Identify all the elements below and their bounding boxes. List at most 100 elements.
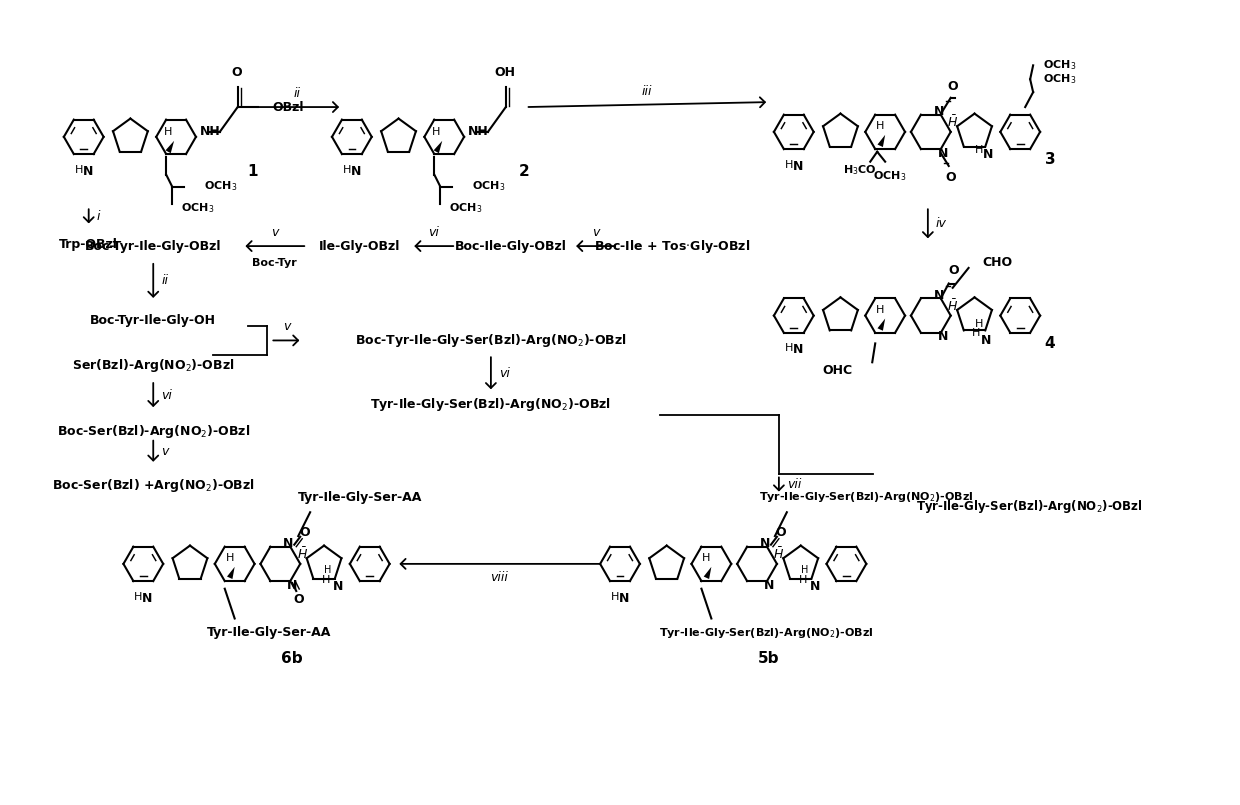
- Text: H: H: [322, 575, 330, 584]
- Text: N: N: [937, 330, 947, 343]
- Text: H: H: [325, 565, 332, 575]
- Text: vi: vi: [428, 226, 439, 239]
- Text: Boc-Tyr-Ile-Gly-Ser(Bzl)-Arg(NO$_2$)-OBzl: Boc-Tyr-Ile-Gly-Ser(Bzl)-Arg(NO$_2$)-OBz…: [355, 332, 626, 349]
- Text: i: i: [97, 210, 100, 223]
- Text: viii: viii: [490, 571, 508, 584]
- Text: Tyr-Ile-Gly-Ser-AA: Tyr-Ile-Gly-Ser-AA: [207, 626, 331, 639]
- Text: OCH$_3$: OCH$_3$: [203, 180, 237, 193]
- Text: OCH$_3$: OCH$_3$: [181, 201, 215, 215]
- Text: $\bar{H}$: $\bar{H}$: [947, 115, 959, 130]
- Text: N: N: [83, 165, 93, 178]
- Text: vi: vi: [498, 367, 510, 380]
- Text: H: H: [611, 592, 619, 601]
- Text: O: O: [293, 593, 304, 606]
- Text: H: H: [801, 565, 808, 575]
- Text: N: N: [764, 579, 774, 592]
- Text: N: N: [283, 537, 294, 550]
- Text: N: N: [983, 148, 993, 161]
- Text: H: H: [164, 127, 172, 137]
- Text: iii: iii: [642, 85, 652, 97]
- Text: H: H: [972, 328, 981, 338]
- Polygon shape: [703, 567, 712, 579]
- Polygon shape: [227, 567, 234, 579]
- Text: CHO: CHO: [982, 257, 1013, 270]
- Text: H: H: [976, 319, 983, 328]
- Text: Boc-Ser(Bzl)-Arg(NO$_2$)-OBzl: Boc-Ser(Bzl)-Arg(NO$_2$)-OBzl: [57, 423, 249, 440]
- Text: OCH$_3$: OCH$_3$: [449, 201, 482, 215]
- Text: N: N: [792, 344, 804, 357]
- Text: Tyr-Ile-Gly-Ser(Bzl)-Arg(NO$_2$)-OBzl: Tyr-Ile-Gly-Ser(Bzl)-Arg(NO$_2$)-OBzl: [759, 490, 973, 504]
- Text: NH: NH: [200, 126, 221, 138]
- Text: OCH$_3$: OCH$_3$: [873, 170, 906, 184]
- Text: OHC: OHC: [822, 364, 852, 377]
- Text: $\bar{H}$: $\bar{H}$: [296, 547, 308, 563]
- Polygon shape: [878, 319, 885, 331]
- Text: H: H: [875, 304, 884, 315]
- Text: 1: 1: [247, 164, 258, 179]
- Text: Ser(Bzl)-Arg(NO$_2$)-OBzl: Ser(Bzl)-Arg(NO$_2$)-OBzl: [72, 357, 234, 374]
- Text: O: O: [232, 66, 242, 79]
- Text: Boc-Ser(Bzl) +Arg(NO$_2$)-OBzl: Boc-Ser(Bzl) +Arg(NO$_2$)-OBzl: [52, 477, 254, 494]
- Text: O: O: [947, 80, 959, 93]
- Text: Tyr-Ile-Gly-Ser(Bzl)-Arg(NO$_2$)-OBzl: Tyr-Ile-Gly-Ser(Bzl)-Arg(NO$_2$)-OBzl: [371, 397, 611, 414]
- Text: ii: ii: [294, 87, 301, 100]
- Text: 5b: 5b: [758, 651, 780, 667]
- Text: N: N: [332, 580, 343, 593]
- Text: NH: NH: [467, 126, 489, 138]
- Text: Ile-Gly-OBzl: Ile-Gly-OBzl: [319, 240, 401, 253]
- Text: N: N: [619, 592, 629, 605]
- Text: OBzl: OBzl: [273, 101, 304, 114]
- Text: Boc-Ile-Gly-OBzl: Boc-Ile-Gly-OBzl: [455, 240, 567, 253]
- Text: N: N: [792, 159, 804, 173]
- Text: H: H: [976, 145, 983, 155]
- Text: OCH$_3$: OCH$_3$: [1043, 59, 1076, 72]
- Text: H$_3$CO: H$_3$CO: [843, 163, 877, 176]
- Text: v: v: [591, 226, 599, 239]
- Text: N: N: [810, 580, 820, 593]
- Text: vi: vi: [161, 389, 172, 402]
- Text: N: N: [934, 105, 944, 118]
- Text: OCH$_3$: OCH$_3$: [472, 180, 506, 193]
- Text: N: N: [288, 579, 298, 592]
- Text: iv: iv: [936, 217, 946, 230]
- Text: H: H: [226, 553, 234, 563]
- Text: $\bar{H}$: $\bar{H}$: [947, 299, 959, 314]
- Text: ii: ii: [161, 275, 169, 287]
- Text: H: H: [342, 165, 351, 175]
- Text: $\bar{H}$: $\bar{H}$: [774, 547, 785, 563]
- Text: OH: OH: [495, 66, 516, 79]
- Text: H: H: [799, 575, 807, 584]
- Polygon shape: [434, 141, 443, 153]
- Text: Boc-Tyr: Boc-Tyr: [252, 258, 296, 268]
- Text: v: v: [272, 226, 279, 239]
- Text: 4: 4: [1044, 336, 1055, 351]
- Text: 3: 3: [1044, 152, 1055, 167]
- Text: O: O: [299, 526, 310, 539]
- Text: Tyr-Ile-Gly-Ser(Bzl)-Arg(NO$_2$)-OBzl: Tyr-Ile-Gly-Ser(Bzl)-Arg(NO$_2$)-OBzl: [658, 626, 873, 641]
- Text: Trp-OBzl: Trp-OBzl: [60, 238, 118, 251]
- Text: 6b: 6b: [281, 651, 303, 667]
- Text: v: v: [161, 444, 169, 458]
- Text: N: N: [351, 165, 361, 178]
- Text: N: N: [934, 289, 944, 302]
- Text: H: H: [785, 159, 794, 170]
- Text: O: O: [945, 171, 956, 184]
- Text: N: N: [981, 334, 992, 347]
- Text: Boc-Ile + Tos$\cdot$Gly-OBzl: Boc-Ile + Tos$\cdot$Gly-OBzl: [594, 237, 750, 254]
- Text: H: H: [134, 592, 143, 601]
- Text: H: H: [875, 121, 884, 131]
- Text: O: O: [949, 263, 959, 277]
- Text: H: H: [702, 553, 711, 563]
- Polygon shape: [165, 141, 174, 153]
- Text: OCH$_3$: OCH$_3$: [1043, 72, 1076, 86]
- Text: Tyr-Ile-Gly-Ser(Bzl)-Arg(NO$_2$)-OBzl: Tyr-Ile-Gly-Ser(Bzl)-Arg(NO$_2$)-OBzl: [916, 497, 1142, 514]
- Text: Boc-Tyr-Ile-Gly-OH: Boc-Tyr-Ile-Gly-OH: [91, 314, 216, 327]
- Text: Tyr-Ile-Gly-Ser-AA: Tyr-Ile-Gly-Ser-AA: [298, 491, 422, 504]
- Text: Boc-Tyr-Ile-Gly-OBzl: Boc-Tyr-Ile-Gly-OBzl: [86, 240, 222, 253]
- Text: N: N: [760, 537, 770, 550]
- Text: vii: vii: [787, 478, 801, 491]
- Text: H: H: [74, 165, 83, 175]
- Text: v: v: [283, 320, 290, 333]
- Text: H: H: [785, 344, 794, 353]
- Text: N: N: [937, 147, 947, 159]
